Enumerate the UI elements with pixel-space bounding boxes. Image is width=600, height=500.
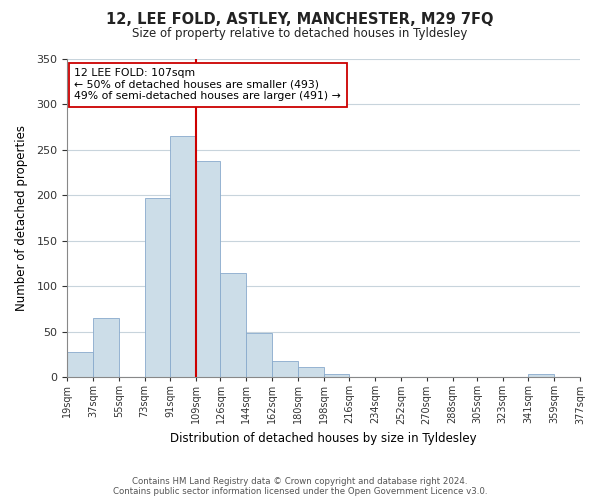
- Bar: [170, 136, 196, 377]
- Bar: [529, 374, 554, 377]
- Bar: [196, 161, 220, 377]
- Text: Contains HM Land Registry data © Crown copyright and database right 2024.
Contai: Contains HM Land Registry data © Crown c…: [113, 476, 487, 496]
- Bar: [323, 374, 349, 377]
- Bar: [67, 352, 93, 377]
- Y-axis label: Number of detached properties: Number of detached properties: [15, 125, 28, 311]
- Bar: [220, 272, 246, 377]
- Bar: [93, 318, 119, 377]
- Text: 12, LEE FOLD, ASTLEY, MANCHESTER, M29 7FQ: 12, LEE FOLD, ASTLEY, MANCHESTER, M29 7F…: [106, 12, 494, 28]
- Text: Size of property relative to detached houses in Tyldesley: Size of property relative to detached ho…: [133, 28, 467, 40]
- Bar: [272, 361, 298, 377]
- Bar: [246, 332, 272, 377]
- X-axis label: Distribution of detached houses by size in Tyldesley: Distribution of detached houses by size …: [170, 432, 477, 445]
- Bar: [298, 367, 323, 377]
- Bar: [145, 198, 170, 377]
- Text: 12 LEE FOLD: 107sqm
← 50% of detached houses are smaller (493)
49% of semi-detac: 12 LEE FOLD: 107sqm ← 50% of detached ho…: [74, 68, 341, 102]
